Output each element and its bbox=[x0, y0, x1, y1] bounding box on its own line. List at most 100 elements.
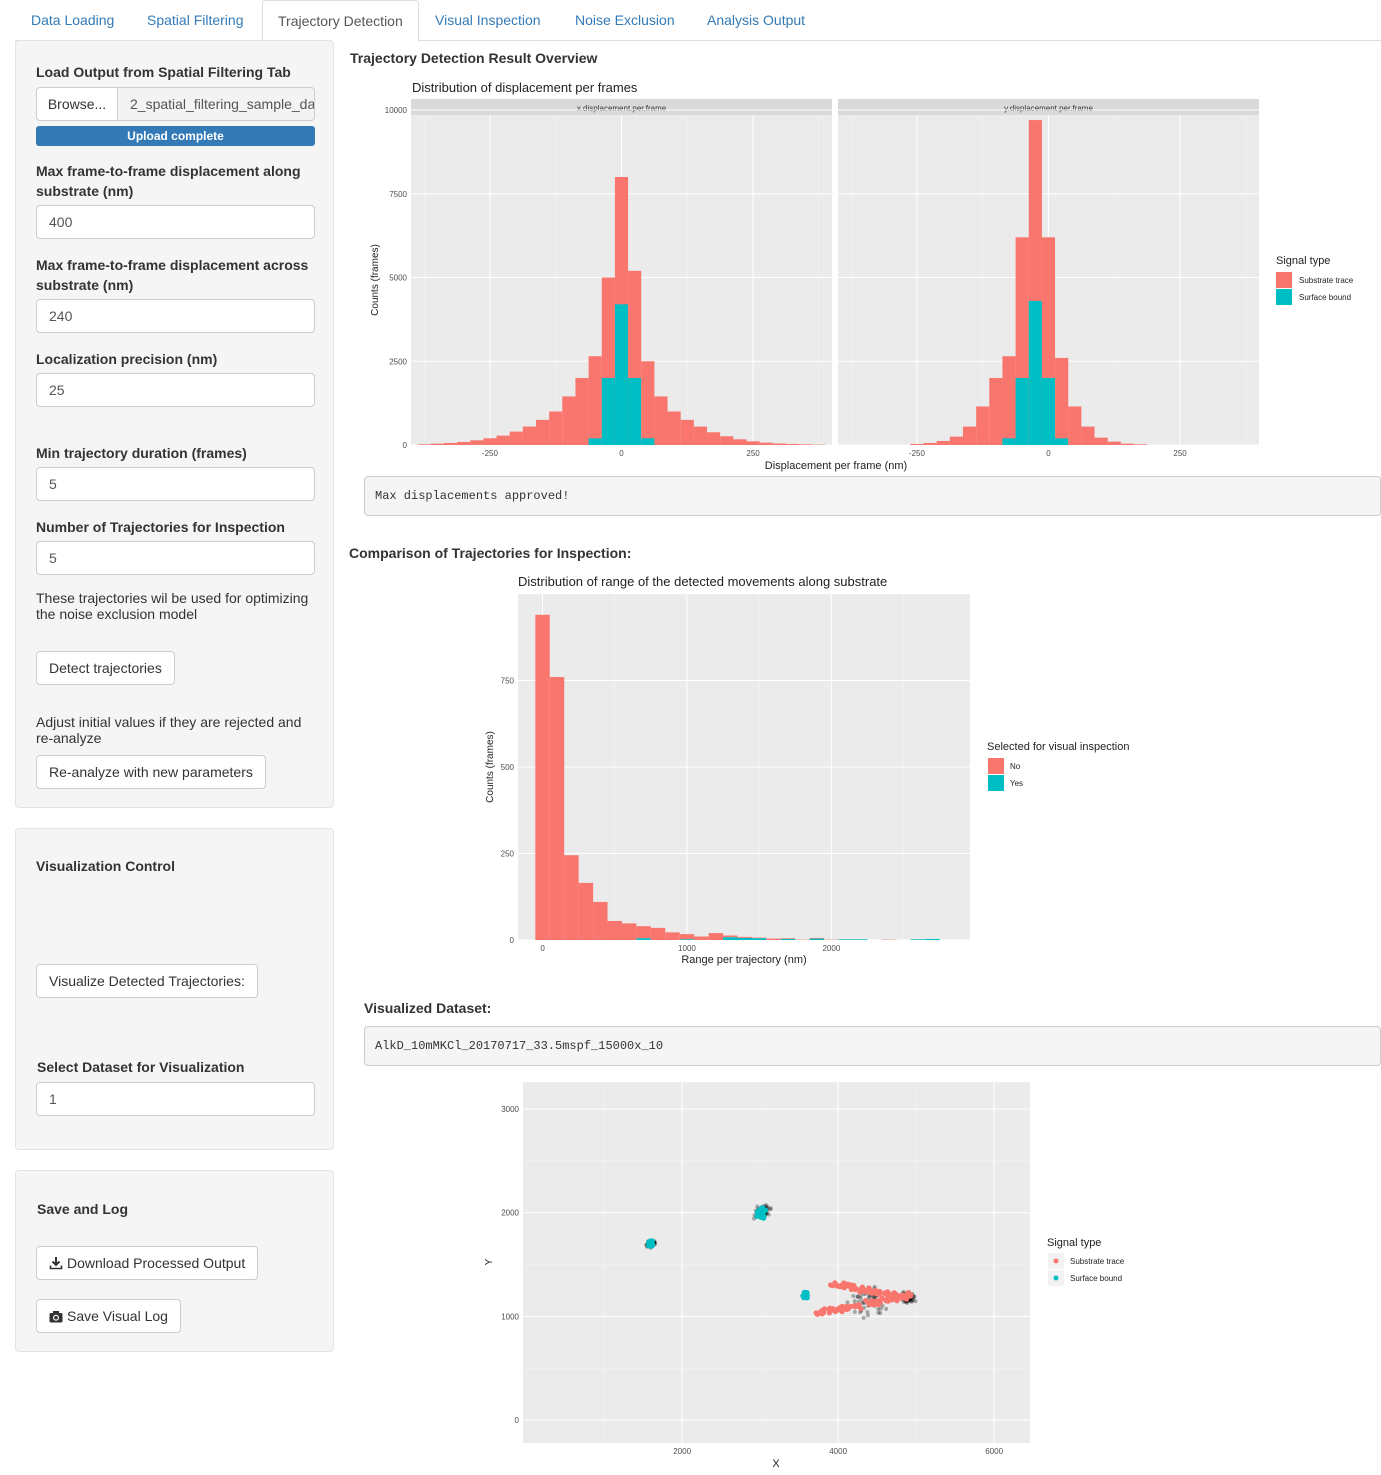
legend-label: Surface bound bbox=[1070, 1274, 1122, 1283]
bar-substrate-trace bbox=[759, 442, 773, 445]
surface-bound-point bbox=[761, 1213, 767, 1219]
substrate-trace-point bbox=[851, 1303, 857, 1309]
substrate-trace-point bbox=[882, 1290, 888, 1297]
bar-substrate-trace bbox=[509, 431, 523, 445]
tab-trajectory-detection[interactable]: Trajectory Detection bbox=[262, 0, 419, 42]
bar-substrate-trace bbox=[785, 443, 800, 445]
bar-not-selected bbox=[809, 937, 825, 939]
bar-surface-bound bbox=[1055, 438, 1069, 445]
bar-substrate-trace bbox=[693, 426, 708, 445]
noise-point bbox=[858, 1293, 863, 1298]
visualization-panel: Visualization Control Visualize Detected… bbox=[15, 828, 334, 1150]
dataset-select-input[interactable]: 1 bbox=[36, 1082, 315, 1116]
download-output-button[interactable]: Download Processed Output bbox=[36, 1246, 259, 1280]
bar-selected bbox=[751, 938, 767, 940]
legend-key bbox=[988, 775, 1004, 791]
bar-not-selected bbox=[578, 882, 594, 940]
parameters-panel: Load Output from Spatial Filtering Tab B… bbox=[15, 40, 334, 808]
bar-selected bbox=[723, 937, 738, 940]
min-duration-label: Min trajectory duration (frames) bbox=[36, 445, 247, 461]
noise-point bbox=[755, 1204, 760, 1209]
bar-not-selected bbox=[679, 934, 695, 940]
substrate-trace-point bbox=[814, 1311, 820, 1317]
num-trajectories-input[interactable]: 5 bbox=[36, 541, 315, 575]
bar-not-selected bbox=[607, 920, 622, 940]
noise-point bbox=[765, 1204, 770, 1209]
substrate-trace-point bbox=[819, 1311, 825, 1317]
bar-substrate-trace bbox=[1107, 441, 1121, 445]
detect-trajectories-button[interactable]: Detect trajectories bbox=[36, 651, 175, 685]
substrate-trace-point bbox=[848, 1286, 854, 1292]
substrate-trace-point bbox=[884, 1296, 890, 1302]
overview-title: Trajectory Detection Result Overview bbox=[350, 50, 598, 66]
dataset-select-label: Select Dataset for Visualization bbox=[37, 1059, 245, 1075]
save-log-title: Save and Log bbox=[37, 1201, 129, 1217]
x-tick-label: 0 bbox=[619, 449, 624, 458]
browse-button[interactable]: Browse... bbox=[36, 87, 118, 121]
legend-label: Yes bbox=[1010, 779, 1023, 788]
noise-point bbox=[852, 1309, 857, 1314]
plot-panel bbox=[523, 1082, 1030, 1443]
y-axis-label: Y bbox=[484, 1258, 495, 1265]
tab-spatial-filtering[interactable]: Spatial Filtering bbox=[147, 12, 244, 28]
substrate-trace-point bbox=[866, 1302, 873, 1308]
dataset-name-display: AlkD_10mMKCl_20170717_33.5mspf_15000x_10 bbox=[364, 1026, 1381, 1066]
reanalyze-button[interactable]: Re-analyze with new parameters bbox=[36, 755, 266, 789]
bar-not-selected bbox=[723, 935, 738, 938]
surface-bound-point bbox=[803, 1293, 809, 1300]
noise-point bbox=[866, 1294, 871, 1299]
noise-point bbox=[884, 1306, 889, 1311]
load-output-label: Load Output from Spatial Filtering Tab bbox=[36, 64, 291, 80]
bar-substrate-trace bbox=[680, 419, 694, 445]
substrate-trace-point bbox=[900, 1292, 906, 1298]
substrate-trace-point bbox=[838, 1282, 844, 1289]
tab-noise-exclusion[interactable]: Noise Exclusion bbox=[575, 12, 675, 28]
tab-analysis-output[interactable]: Analysis Output bbox=[707, 12, 806, 28]
bar-substrate-trace bbox=[535, 419, 550, 445]
legend-key bbox=[1276, 289, 1292, 305]
approval-message: Max displacements approved! bbox=[364, 476, 1381, 516]
save-visual-log-button[interactable]: Save Visual Log bbox=[36, 1299, 181, 1333]
bar-substrate-trace bbox=[430, 443, 444, 445]
tab-visual-inspection[interactable]: Visual Inspection bbox=[435, 12, 541, 28]
noise-point bbox=[912, 1294, 917, 1299]
x-tick-label: 2000 bbox=[822, 944, 840, 953]
min-duration-input[interactable]: 5 bbox=[36, 467, 315, 501]
bar-not-selected bbox=[621, 923, 637, 940]
noise-point bbox=[764, 1203, 769, 1208]
y-tick-label: 750 bbox=[501, 677, 515, 686]
bar-not-selected bbox=[593, 901, 608, 940]
loc-precision-input[interactable]: 25 bbox=[36, 373, 315, 407]
x-tick-label: 0 bbox=[540, 944, 545, 953]
tab-data-loading[interactable]: Data Loading bbox=[31, 12, 115, 28]
bar-surface-bound bbox=[588, 438, 602, 445]
y-tick-label: 7500 bbox=[389, 190, 407, 199]
file-upload[interactable]: Browse... 2_spatial_filtering_sample_da bbox=[36, 87, 315, 121]
facet-strip bbox=[411, 99, 832, 115]
max-across-input[interactable]: 240 bbox=[36, 299, 315, 333]
y-tick-label: 500 bbox=[501, 763, 515, 772]
facet-label: y.displacement.per.frame bbox=[1004, 104, 1093, 113]
visualize-button[interactable]: Visualize Detected Trajectories: bbox=[36, 964, 258, 998]
bar-substrate-trace bbox=[1055, 357, 1069, 445]
bar-substrate-trace bbox=[417, 444, 431, 445]
y-tick-label: 250 bbox=[501, 850, 515, 859]
substrate-trace-point bbox=[893, 1291, 899, 1297]
comparison-title: Comparison of Trajectories for Inspectio… bbox=[349, 545, 632, 561]
legend-title: Selected for visual inspection bbox=[987, 741, 1129, 753]
trajectory-scatter: 0 1000 2000 3000 2000 4000 6000 X Y Signal type Su… bbox=[484, 1082, 1125, 1470]
substrate-trace-point bbox=[826, 1310, 833, 1316]
facet-strip bbox=[838, 99, 1259, 115]
download-icon bbox=[49, 1257, 63, 1270]
substrate-trace-point bbox=[835, 1306, 841, 1312]
visualization-title: Visualization Control bbox=[36, 858, 175, 874]
noise-point bbox=[878, 1311, 883, 1316]
bar-substrate-trace bbox=[654, 396, 668, 445]
bar-selected bbox=[780, 938, 796, 940]
bar-substrate-trace bbox=[496, 435, 510, 445]
bar-surface-bound bbox=[641, 438, 655, 445]
bar-substrate-trace bbox=[936, 440, 950, 445]
bar-substrate-trace bbox=[720, 436, 734, 445]
max-along-input[interactable]: 400 bbox=[36, 205, 315, 239]
noise-point bbox=[865, 1310, 870, 1315]
